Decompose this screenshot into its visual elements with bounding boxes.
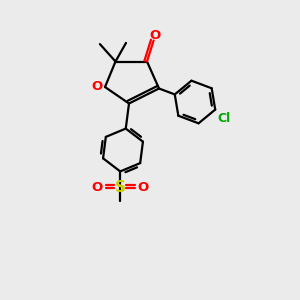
- Text: Cl: Cl: [218, 112, 231, 125]
- Text: O: O: [92, 182, 103, 194]
- Text: S: S: [115, 180, 126, 195]
- Text: O: O: [91, 80, 102, 94]
- Text: O: O: [150, 28, 161, 42]
- Text: O: O: [137, 182, 149, 194]
